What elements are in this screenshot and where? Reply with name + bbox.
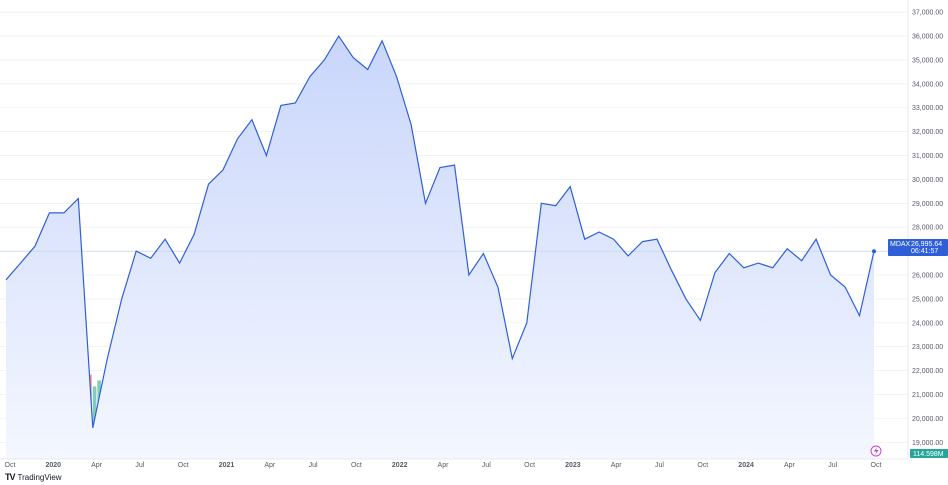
x-tick-label: Apr (438, 462, 450, 469)
x-tick-label: Jul (135, 462, 144, 469)
x-tick-label: 2023 (565, 462, 581, 469)
y-tick-label: 23,000.00 (912, 344, 943, 351)
y-tick-label: 35,000.00 (912, 57, 943, 64)
x-tick-label: Oct (178, 462, 189, 469)
volume-badge: 114.598M (910, 449, 948, 458)
x-tick-label: Oct (351, 462, 362, 469)
last-price-label: 26,995.64 (911, 241, 942, 248)
tradingview-mark-icon: TV (5, 472, 15, 482)
x-tick-label: 2024 (738, 462, 754, 469)
x-tick-label: Jul (828, 462, 837, 469)
y-tick-label: 32,000.00 (912, 129, 943, 136)
countdown-label: 06:41:57 (911, 248, 938, 255)
x-axis-ticks: Oct 2020 Apr Jul Oct 2021 Apr Jul Oct 2022 Apr Jul O… (5, 462, 882, 469)
x-tick-label: Apr (784, 462, 796, 469)
x-tick-label: Oct (524, 462, 535, 469)
y-tick-label: 31,000.00 (912, 153, 943, 160)
y-tick-label: 37,000.00 (912, 10, 943, 17)
lightning-icon[interactable] (870, 445, 882, 457)
x-tick-label: Oct (697, 462, 708, 469)
volume-label: 114.598M (913, 451, 944, 458)
last-price-dot (872, 249, 876, 254)
tradingview-name: TradingView (17, 472, 62, 482)
x-tick-label: Apr (264, 462, 276, 469)
y-tick-label: 20,000.00 (912, 416, 943, 423)
price-line (5, 34, 875, 429)
y-tick-label: 28,000.00 (912, 225, 943, 232)
y-tick-label: 26,000.00 (912, 273, 943, 280)
symbol-label: MDAX (890, 241, 911, 248)
y-axis-ticks: 37,000.00 36,000.00 35,000.00 34,000.00 33,0… (912, 10, 943, 447)
x-tick-label: Apr (91, 462, 103, 469)
y-tick-label: 29,000.00 (912, 201, 943, 208)
y-tick-label: 30,000.00 (912, 177, 943, 184)
x-tick-label: Oct (5, 462, 16, 469)
price-area (6, 36, 874, 459)
y-tick-label: 24,000.00 (912, 320, 943, 327)
x-tick-label: Jul (482, 462, 491, 469)
x-tick-label: 2022 (392, 462, 408, 469)
x-tick-label: Oct (871, 462, 882, 469)
last-price-badge: MDAX 26,995.64 06:41:57 (888, 239, 948, 256)
y-tick-label: 19,000.00 (912, 440, 943, 447)
x-tick-label: Apr (611, 462, 623, 469)
x-tick-label: 2021 (219, 462, 235, 469)
y-tick-label: 34,000.00 (912, 81, 943, 88)
y-tick-label: 36,000.00 (912, 34, 943, 41)
tradingview-logo[interactable]: TV TradingView (5, 472, 62, 482)
y-tick-label: 21,000.00 (912, 392, 943, 399)
x-tick-label: Jul (655, 462, 664, 469)
y-tick-label: 22,000.00 (912, 368, 943, 375)
y-tick-label: 33,000.00 (912, 105, 943, 112)
y-tick-label: 25,000.00 (912, 296, 943, 303)
x-tick-label: 2020 (46, 462, 62, 469)
x-tick-label: Jul (309, 462, 318, 469)
